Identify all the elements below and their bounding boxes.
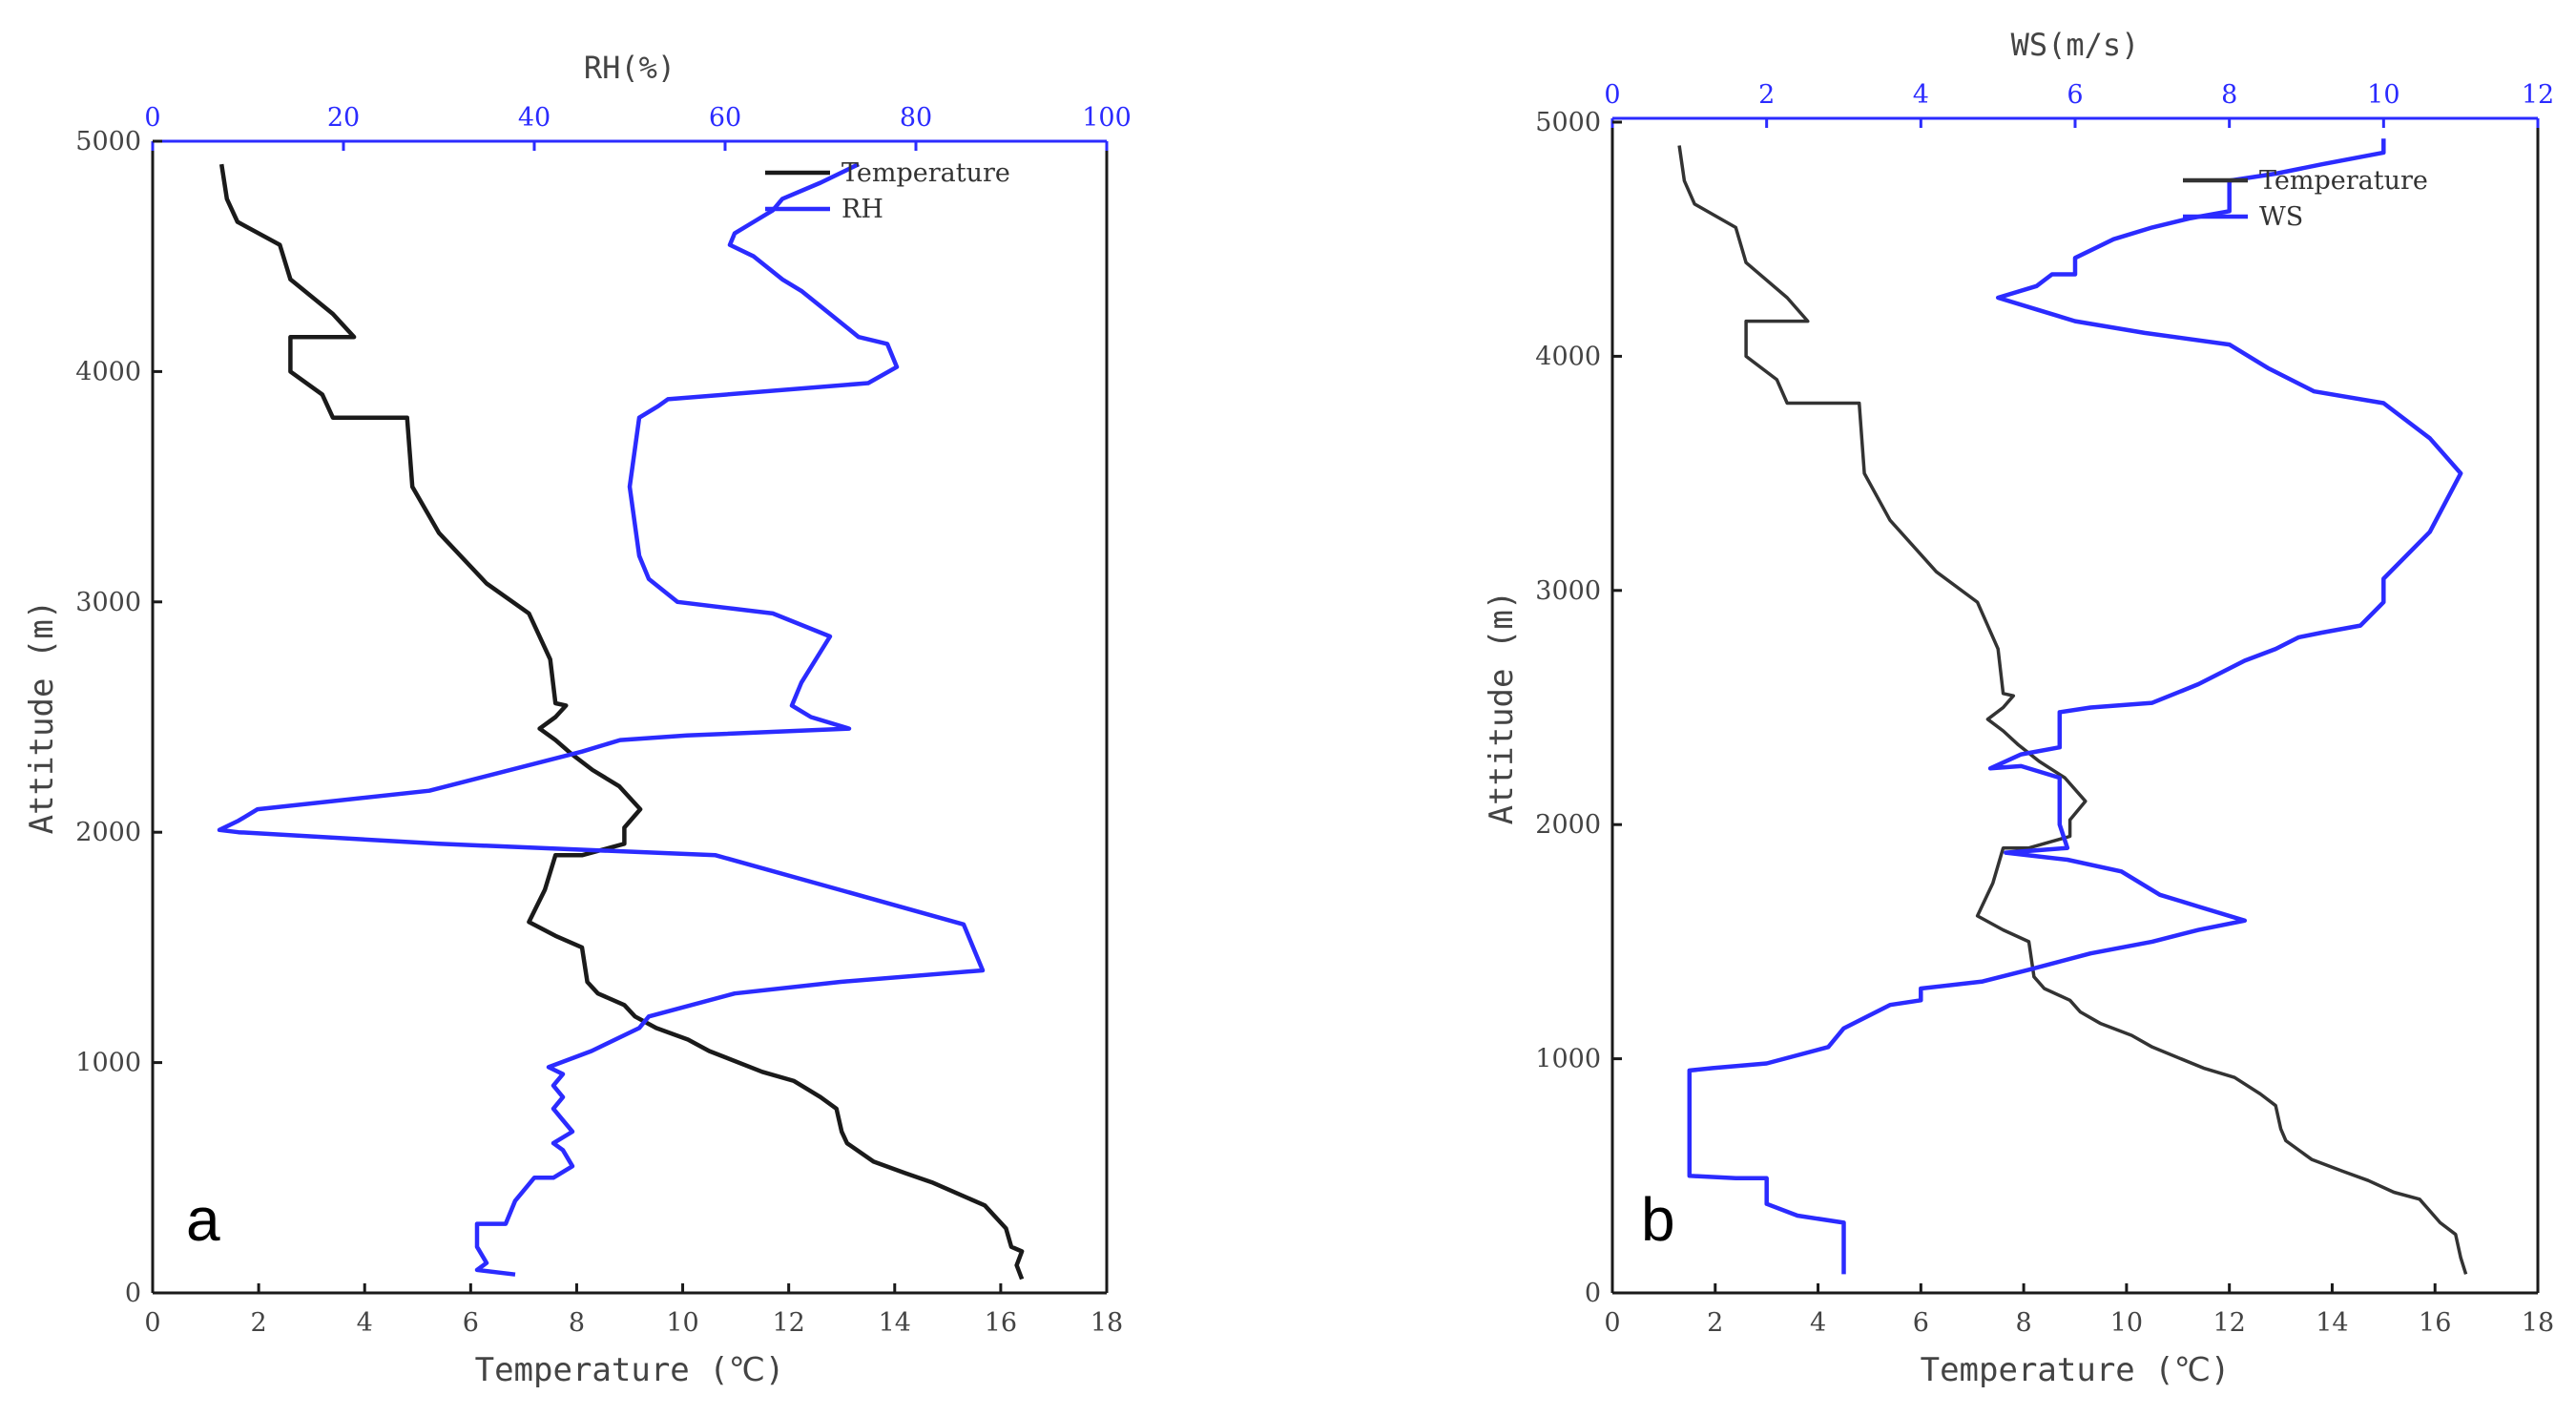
y-tick-label: 5000 [75, 127, 141, 156]
y-tick-label: 2000 [1535, 810, 1601, 840]
x-axis-title: Temperature (℃) [1921, 1351, 2231, 1389]
x-axis-title: Temperature (℃) [475, 1351, 785, 1389]
x2-tick-label: 100 [1082, 103, 1132, 133]
x-tick-label: 12 [772, 1308, 804, 1338]
y-tick-label: 0 [1585, 1279, 1601, 1308]
x-tick-label: 12 [2212, 1308, 2245, 1338]
x-tick-label: 10 [666, 1308, 698, 1338]
x-tick-label: 8 [2016, 1308, 2032, 1338]
x2-tick-label: 0 [144, 103, 160, 133]
y-tick-label: 0 [125, 1279, 141, 1308]
x-tick-label: 18 [2522, 1308, 2554, 1338]
x-tick-label: 4 [357, 1308, 373, 1338]
y-tick-label: 1000 [75, 1049, 141, 1078]
y-tick-label: 4000 [75, 357, 141, 386]
legend-label-temperature: Temperature [841, 158, 1010, 188]
x2-tick-label: 6 [2067, 80, 2083, 110]
x-tick-label: 14 [879, 1308, 911, 1338]
x2-tick-label: 2 [1758, 80, 1775, 110]
y-tick-label: 3000 [1535, 576, 1601, 606]
y-tick-label: 1000 [1535, 1045, 1601, 1074]
legend-label-temperature: Temperature [2259, 166, 2428, 196]
x-tick-label: 16 [2419, 1308, 2451, 1338]
x-tick-label: 14 [2316, 1308, 2348, 1338]
panel-letter: b [1641, 1185, 1675, 1254]
y-axis-title: Attitude (m) [23, 600, 61, 835]
x2-tick-label: 80 [900, 103, 932, 133]
x-tick-label: 4 [1810, 1308, 1826, 1338]
x-tick-label: 10 [2110, 1308, 2143, 1338]
x-tick-label: 2 [251, 1308, 267, 1338]
x2-tick-label: 60 [709, 103, 741, 133]
chart-panel-b: 0 2 4 6 8 10 12 14 16 18 0 2 4 6 8 10 12 0 1000 2000 3000 400… [1483, 27, 2554, 1389]
x-tick-label: 6 [463, 1308, 479, 1338]
series-line-rh [217, 162, 986, 1277]
x-tick-label: 0 [144, 1308, 160, 1338]
x-tick-label: 6 [1913, 1308, 1929, 1338]
y-tick-label: 4000 [1535, 342, 1601, 371]
y-tick-label: 5000 [1535, 108, 1601, 137]
y-tick-label: 2000 [75, 818, 141, 847]
x2-tick-label: 0 [1604, 80, 1620, 110]
x2-tick-label: 40 [518, 103, 551, 133]
x2-tick-label: 4 [1913, 80, 1929, 110]
legend-label-ws: WS [2259, 202, 2303, 232]
y-axis-title: Attitude (m) [1483, 591, 1521, 825]
chart-panel-a: 0 2 4 6 8 10 12 14 16 180 20 40 60 80 1000100020003000… [23, 50, 1132, 1389]
x2-tick-label: 8 [2221, 80, 2237, 110]
y-tick-label: 3000 [75, 588, 141, 617]
panel-letter: a [186, 1185, 220, 1254]
x2-tick-label: 10 [2367, 80, 2399, 110]
x-tick-label: 18 [1091, 1308, 1123, 1338]
series-line-temperature [1677, 145, 2468, 1275]
x-tick-label: 8 [569, 1308, 585, 1338]
legend-label-rh: RH [841, 195, 883, 224]
x2-tick-label: 20 [327, 103, 360, 133]
series-line-ws [1687, 138, 2463, 1275]
x2-axis-title: WS(m/s) [2011, 27, 2140, 63]
x2-axis-title: RH(%) [584, 50, 675, 86]
series-line-temperature [218, 163, 1025, 1281]
x2-tick-label: 12 [2522, 80, 2554, 110]
x-tick-label: 0 [1604, 1308, 1620, 1338]
x-tick-label: 16 [985, 1308, 1017, 1338]
x-tick-label: 2 [1707, 1308, 1723, 1338]
